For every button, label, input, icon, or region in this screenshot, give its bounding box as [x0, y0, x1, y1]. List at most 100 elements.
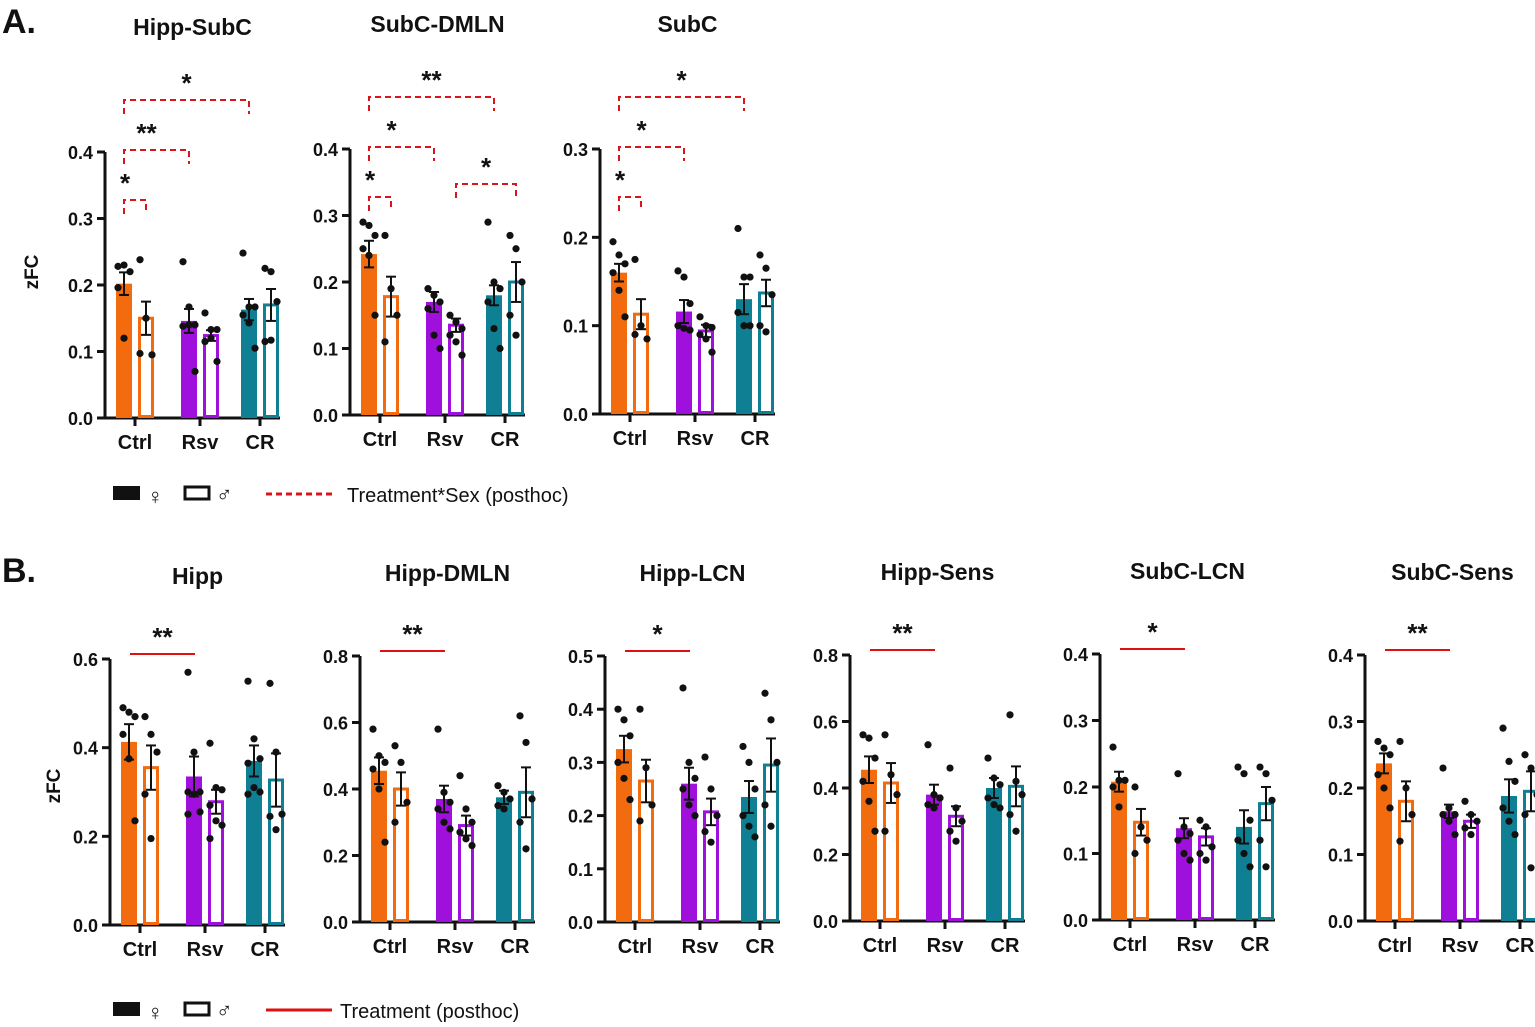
x-tick-label: CR: [251, 939, 280, 961]
data-point: [1461, 797, 1469, 805]
data-point: [1109, 783, 1117, 791]
x-tick-label: Rsv: [677, 428, 715, 450]
data-point: [369, 725, 377, 733]
data-point: [196, 808, 204, 816]
data-point: [516, 712, 524, 720]
bar-male-rsv: [203, 334, 219, 419]
data-point: [1380, 744, 1388, 752]
y-tick-label: 0.6: [323, 714, 348, 734]
data-point: [1018, 791, 1026, 799]
data-point: [179, 322, 187, 330]
data-point: [365, 251, 373, 259]
data-point: [452, 338, 460, 346]
y-tick-label: 0.2: [568, 807, 593, 827]
data-point: [1521, 811, 1529, 819]
data-point: [506, 311, 514, 319]
data-point: [1499, 804, 1507, 812]
data-point: [609, 269, 617, 277]
data-point: [1208, 843, 1216, 851]
data-point: [740, 322, 748, 330]
bar-female-cr: [496, 797, 512, 922]
data-point: [751, 785, 759, 793]
data-point: [1527, 764, 1535, 772]
significance-label: **: [136, 118, 157, 148]
bar-female-rsv: [181, 320, 197, 418]
data-point: [1109, 743, 1117, 751]
data-point: [359, 218, 367, 226]
data-point: [272, 826, 280, 834]
x-tick-label: Ctrl: [123, 939, 157, 961]
data-point: [184, 668, 192, 676]
x-tick-label: Rsv: [682, 936, 720, 958]
data-point: [371, 231, 379, 240]
data-point: [522, 738, 530, 747]
data-point: [696, 330, 704, 339]
data-point: [424, 305, 432, 313]
data-point: [261, 264, 269, 272]
data-point: [859, 731, 867, 739]
y-tick-label: 0.1: [568, 860, 593, 880]
y-axis-label-b: zFC: [44, 768, 65, 803]
y-tick-label: 0.0: [68, 409, 93, 429]
data-point: [1202, 856, 1210, 864]
y-tick-label: 0.3: [313, 207, 338, 227]
data-point: [1439, 811, 1447, 819]
data-point: [267, 336, 275, 344]
bar-female-ctrl: [116, 283, 132, 418]
bar-female-ctrl: [1376, 763, 1392, 921]
data-point: [745, 758, 753, 767]
y-tick-label: 0.8: [813, 646, 838, 666]
data-point: [859, 777, 867, 785]
chart-title: SubC-Sens: [1391, 559, 1514, 585]
data-point: [701, 753, 709, 761]
data-point: [984, 794, 992, 802]
bar-male-rsv: [698, 329, 714, 415]
x-tick-label: Ctrl: [1113, 934, 1147, 956]
legend-female-symbol: ♀: [147, 484, 164, 509]
bar-female-rsv: [1441, 811, 1457, 921]
bar-female-rsv: [1176, 828, 1192, 920]
data-point: [701, 827, 709, 836]
legend-male-symbol: ♂: [216, 998, 233, 1023]
x-tick-label: CR: [491, 429, 520, 451]
data-point: [1499, 724, 1507, 732]
data-point: [996, 781, 1004, 789]
y-tick-label: 0.4: [568, 700, 593, 720]
data-point: [201, 337, 209, 346]
y-tick-label: 0.3: [568, 753, 593, 773]
y-tick-label: 0.3: [563, 140, 588, 160]
data-point: [456, 772, 464, 780]
data-point: [707, 838, 715, 846]
data-point: [213, 357, 221, 366]
legend-male-symbol: ♂: [216, 482, 233, 507]
data-point: [462, 805, 470, 813]
data-point: [185, 321, 193, 329]
data-point: [626, 796, 634, 804]
bar-male-rsv: [703, 810, 719, 922]
data-point: [990, 774, 998, 782]
data-point: [244, 790, 252, 798]
data-point: [1445, 817, 1453, 825]
y-tick-label: 0.1: [563, 317, 588, 337]
data-point: [1467, 830, 1475, 839]
data-point: [191, 367, 199, 376]
y-tick-label: 0.2: [813, 846, 838, 866]
bar-female-cr: [241, 309, 257, 418]
data-point: [446, 311, 454, 319]
data-point: [1121, 776, 1129, 784]
data-point: [642, 764, 650, 772]
data-point: [952, 837, 960, 845]
data-point: [213, 325, 221, 334]
data-point: [119, 704, 127, 712]
bar-female-ctrl: [616, 749, 632, 922]
data-point: [239, 311, 247, 319]
chart-title: SubC-LCN: [1130, 558, 1245, 584]
significance-label: **: [421, 65, 442, 95]
data-point: [620, 774, 628, 782]
data-point: [434, 805, 442, 813]
y-tick-label: 0.3: [1328, 713, 1353, 733]
y-tick-label: 0.0: [1063, 911, 1088, 931]
data-point: [120, 334, 128, 342]
data-point: [375, 752, 383, 760]
data-point: [871, 827, 879, 835]
